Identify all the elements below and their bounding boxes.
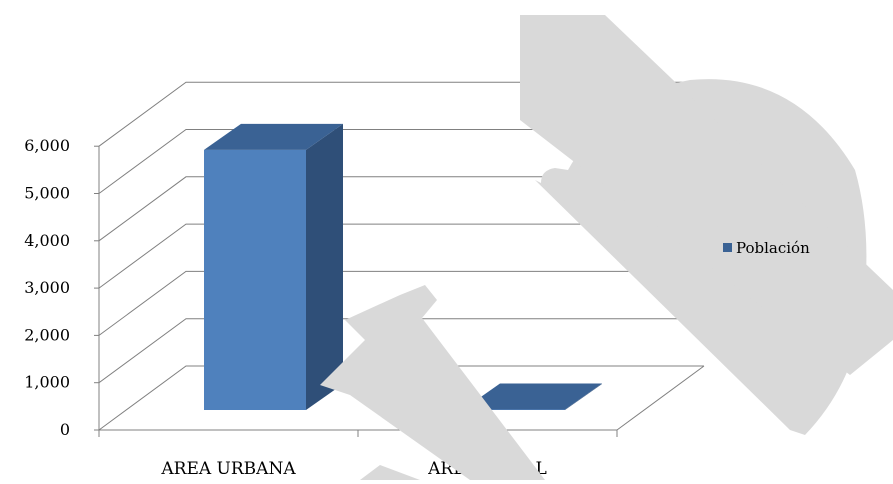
x-category-label: AREA URBANA — [160, 459, 296, 479]
floor-edge — [617, 366, 704, 430]
y-tick-label: 5,000 — [24, 184, 70, 203]
legend-label-poblacion: Población — [736, 239, 810, 257]
watermark-shape — [360, 465, 420, 480]
y-tick-label: 4,000 — [24, 231, 70, 250]
bar-side — [306, 124, 343, 410]
legend-swatch — [723, 243, 732, 252]
y-tick-label: 0 — [60, 420, 70, 439]
y-tick-label: 1,000 — [24, 373, 70, 392]
y-tick-label: 6,000 — [24, 136, 70, 155]
y-tick-label: 2,000 — [24, 325, 70, 344]
watermark-shape — [320, 285, 545, 480]
legend: Población — [723, 239, 810, 257]
bar-front — [204, 150, 306, 410]
y-tick-label: 3,000 — [24, 278, 70, 297]
